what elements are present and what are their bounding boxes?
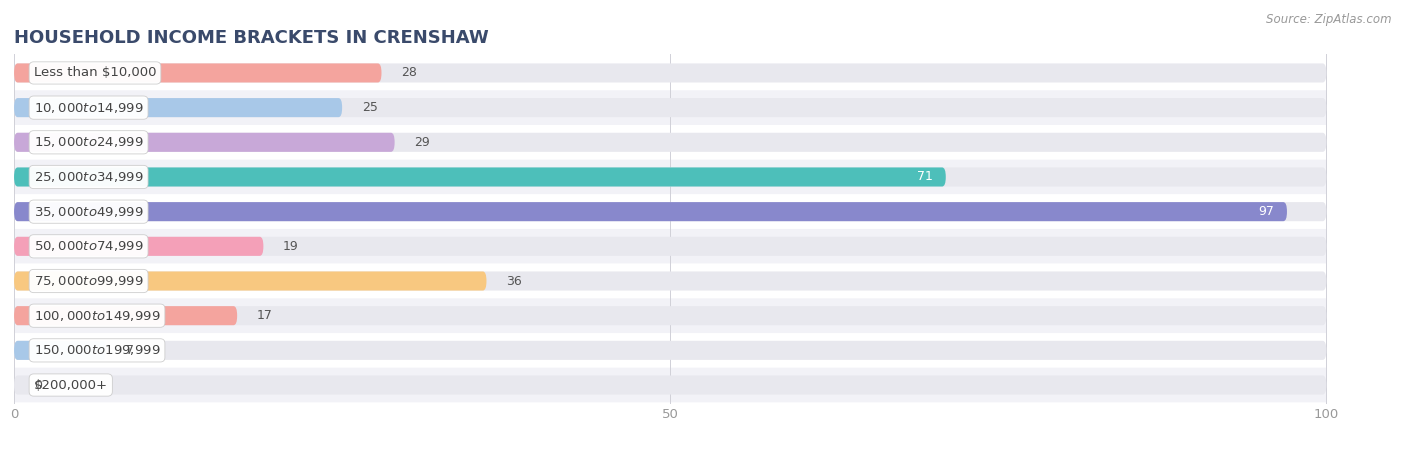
Text: 29: 29 [415,136,430,149]
FancyBboxPatch shape [14,63,1326,83]
FancyBboxPatch shape [14,306,1326,325]
FancyBboxPatch shape [14,264,1326,298]
Text: 0: 0 [34,379,42,392]
Text: Less than $10,000: Less than $10,000 [34,66,156,79]
Text: $35,000 to $49,999: $35,000 to $49,999 [34,205,143,219]
Text: $200,000+: $200,000+ [34,379,108,392]
FancyBboxPatch shape [14,368,1326,402]
FancyBboxPatch shape [14,237,1326,256]
Text: 7: 7 [125,344,134,357]
Text: 19: 19 [283,240,299,253]
Text: $75,000 to $99,999: $75,000 to $99,999 [34,274,143,288]
Text: Source: ZipAtlas.com: Source: ZipAtlas.com [1267,13,1392,26]
Text: 28: 28 [401,66,418,79]
Text: $25,000 to $34,999: $25,000 to $34,999 [34,170,143,184]
FancyBboxPatch shape [14,167,946,186]
FancyBboxPatch shape [14,98,1326,117]
Text: $50,000 to $74,999: $50,000 to $74,999 [34,239,143,253]
FancyBboxPatch shape [14,341,105,360]
FancyBboxPatch shape [14,125,1326,160]
FancyBboxPatch shape [14,202,1286,221]
Text: $100,000 to $149,999: $100,000 to $149,999 [34,308,160,323]
Text: $10,000 to $14,999: $10,000 to $14,999 [34,101,143,114]
FancyBboxPatch shape [14,133,1326,152]
FancyBboxPatch shape [14,90,1326,125]
FancyBboxPatch shape [14,341,1326,360]
FancyBboxPatch shape [14,133,395,152]
FancyBboxPatch shape [14,306,238,325]
FancyBboxPatch shape [14,202,1326,221]
Text: 71: 71 [917,171,932,184]
FancyBboxPatch shape [14,63,381,83]
FancyBboxPatch shape [14,375,1326,395]
Text: 36: 36 [506,274,522,287]
FancyBboxPatch shape [14,167,1326,186]
FancyBboxPatch shape [14,237,263,256]
FancyBboxPatch shape [14,229,1326,264]
FancyBboxPatch shape [14,98,342,117]
FancyBboxPatch shape [14,333,1326,368]
Text: $15,000 to $24,999: $15,000 to $24,999 [34,135,143,150]
Text: 17: 17 [257,309,273,322]
Text: $150,000 to $199,999: $150,000 to $199,999 [34,343,160,357]
FancyBboxPatch shape [14,272,1326,291]
Text: 25: 25 [361,101,378,114]
FancyBboxPatch shape [14,298,1326,333]
FancyBboxPatch shape [14,56,1326,90]
FancyBboxPatch shape [14,272,486,291]
FancyBboxPatch shape [14,160,1326,194]
FancyBboxPatch shape [14,194,1326,229]
Text: 97: 97 [1258,205,1274,218]
Text: HOUSEHOLD INCOME BRACKETS IN CRENSHAW: HOUSEHOLD INCOME BRACKETS IN CRENSHAW [14,29,489,47]
